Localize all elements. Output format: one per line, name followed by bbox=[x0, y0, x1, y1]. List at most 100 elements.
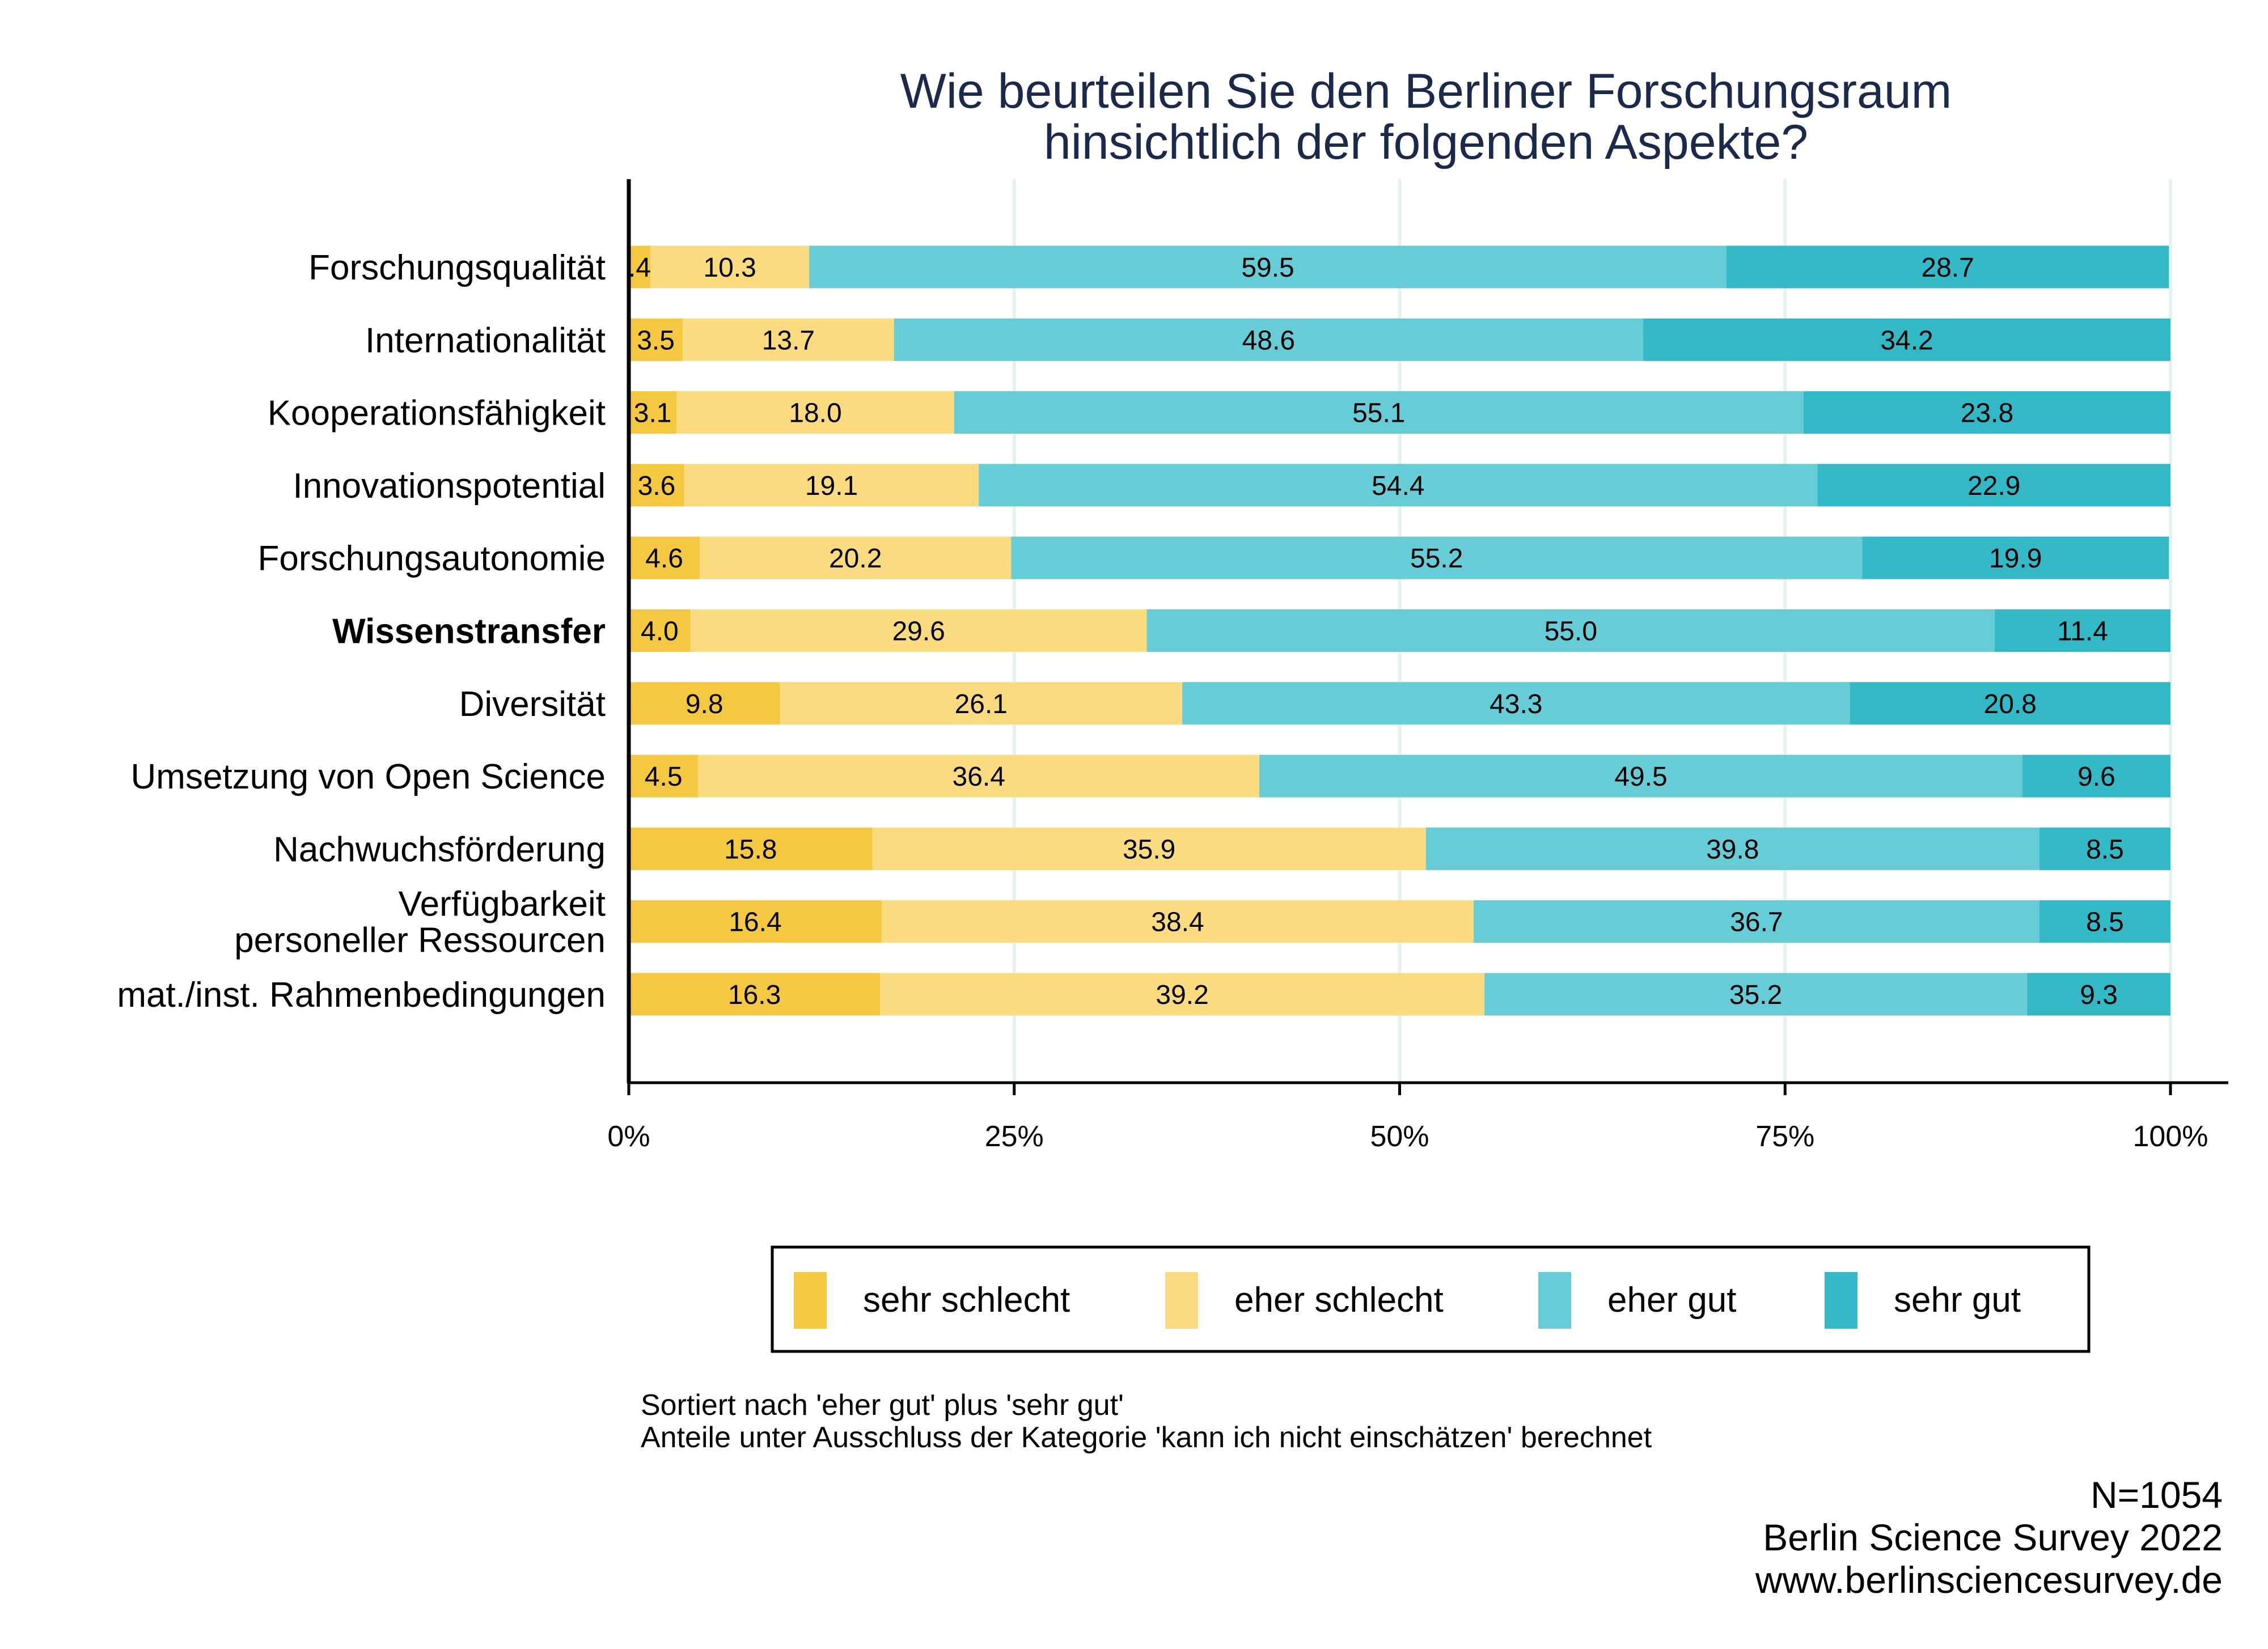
x-tick-label: 100% bbox=[2133, 1120, 2208, 1153]
data-label: 11.4 bbox=[2057, 617, 2108, 647]
category-label: Forschungsqualität bbox=[308, 248, 606, 287]
bar-segment bbox=[629, 900, 882, 943]
category-label: Diversität bbox=[459, 685, 606, 724]
data-label: 18.0 bbox=[789, 399, 841, 429]
bar-segment bbox=[1484, 973, 2028, 1016]
category-labels: Forschungsqualität Internationalität Koope… bbox=[117, 248, 606, 1015]
data-label: 26.1 bbox=[955, 689, 1008, 719]
data-label: 39.2 bbox=[1156, 980, 1208, 1010]
data-label: 59.5 bbox=[1241, 253, 1294, 283]
bar-segment bbox=[629, 754, 699, 798]
bar-segment bbox=[1011, 536, 1863, 579]
data-label: 4.6 bbox=[645, 544, 683, 574]
bar-segment bbox=[894, 318, 1644, 361]
bar-segment bbox=[2027, 973, 2170, 1016]
bar-segment bbox=[676, 391, 954, 434]
data-label: 34.2 bbox=[1880, 325, 1933, 355]
bar-segment bbox=[629, 682, 780, 725]
bar-segment bbox=[880, 973, 1485, 1016]
data-label: 20.8 bbox=[1984, 689, 2037, 719]
data-label: 19.9 bbox=[1989, 544, 2042, 574]
data-label: 15.8 bbox=[724, 834, 777, 864]
bar-segment bbox=[629, 536, 700, 579]
data-label: 22.9 bbox=[1967, 471, 2020, 501]
bar-segment bbox=[629, 318, 683, 361]
data-label: 55.2 bbox=[1410, 544, 1463, 574]
bar-segment bbox=[1425, 827, 2039, 870]
survey-name-label: Berlin Science Survey 2022 bbox=[1763, 1516, 2223, 1558]
data-label: 35.2 bbox=[1729, 980, 1782, 1010]
data-label: 49.5 bbox=[1614, 762, 1667, 792]
category-label: Forschungsautonomie bbox=[258, 539, 606, 578]
data-label: 16.3 bbox=[728, 980, 781, 1010]
bar-segment bbox=[809, 245, 1727, 289]
data-label: 3.5 bbox=[637, 325, 675, 355]
bar-segment bbox=[684, 464, 979, 507]
x-axis-ticks: 0% 25% 50% 75% 100% bbox=[607, 1083, 2208, 1153]
data-label: 16.4 bbox=[729, 908, 781, 938]
bar-segment bbox=[629, 464, 684, 507]
data-label: 35.9 bbox=[1123, 834, 1175, 864]
bar-segment bbox=[2039, 900, 2170, 943]
bar-segment bbox=[1259, 754, 2022, 798]
category-label: Nachwuchsförderung bbox=[273, 830, 606, 869]
legend-swatch bbox=[1165, 1272, 1198, 1329]
x-tick-label: 25% bbox=[985, 1120, 1044, 1153]
bar-segment bbox=[780, 682, 1183, 725]
bar-segment bbox=[683, 318, 894, 361]
bar-segment bbox=[1643, 318, 2170, 361]
category-label: Innovationspotential bbox=[293, 467, 606, 506]
bar-segment bbox=[2039, 827, 2170, 870]
bar-segment bbox=[872, 827, 1426, 870]
data-label: 4.5 bbox=[645, 762, 683, 792]
legend-swatch bbox=[1825, 1272, 1857, 1329]
bar-segment bbox=[629, 391, 677, 434]
data-label: 3.6 bbox=[638, 471, 676, 501]
note-line-2: Anteile unter Ausschluss der Kategorie '… bbox=[641, 1421, 1652, 1454]
data-label: 23.8 bbox=[1961, 399, 2013, 429]
data-label: 20.2 bbox=[829, 544, 882, 574]
category-label: personeller Ressourcen bbox=[234, 921, 606, 960]
bar-segment bbox=[698, 754, 1260, 798]
data-label: 28.7 bbox=[1921, 253, 1974, 283]
data-label: 39.8 bbox=[1706, 834, 1759, 864]
chart-title-line-1: Wie beurteilen Sie den Berliner Forschun… bbox=[900, 64, 1952, 118]
data-label: 8.5 bbox=[2086, 908, 2124, 938]
legend-label: sehr gut bbox=[1894, 1281, 2021, 1320]
note-line-1: Sortiert nach 'eher gut' plus 'sehr gut' bbox=[641, 1389, 1124, 1422]
data-label: 54.4 bbox=[1372, 471, 1424, 501]
bar-segment bbox=[629, 973, 881, 1016]
data-label: 29.6 bbox=[892, 617, 945, 647]
data-label: 9.6 bbox=[2077, 762, 2115, 792]
data-label: 8.5 bbox=[2086, 834, 2124, 864]
bar-segment bbox=[1862, 536, 2169, 579]
bar-segment bbox=[881, 900, 1474, 943]
sample-size-label: N=1054 bbox=[2091, 1474, 2223, 1516]
bar-segment bbox=[690, 609, 1147, 652]
data-label: 9.8 bbox=[686, 689, 723, 719]
bars: .4 10.3 59.5 28.7 3.5 13.7 48.6 34.2 3.1 18.0 55.1… bbox=[628, 245, 2170, 1016]
legend-label: sehr schlecht bbox=[863, 1281, 1070, 1320]
bar-segment bbox=[1146, 609, 1995, 652]
category-label: Umsetzung von Open Science bbox=[131, 757, 606, 796]
category-label: mat./inst. Rahmenbedingungen bbox=[117, 976, 606, 1015]
data-label: .4 bbox=[628, 253, 651, 283]
x-tick-label: 75% bbox=[1755, 1120, 1814, 1153]
bar-segment bbox=[629, 245, 651, 289]
bar-segment bbox=[1850, 682, 2170, 725]
bar-segment bbox=[1726, 245, 2169, 289]
data-label: 36.4 bbox=[953, 762, 1005, 792]
chart-title-line-2: hinsichtlich der folgenden Aspekte? bbox=[1044, 115, 1808, 169]
data-label: 4.0 bbox=[641, 617, 679, 647]
data-label: 43.3 bbox=[1490, 689, 1542, 719]
category-label: Wissenstransfer bbox=[332, 612, 606, 651]
category-label: Kooperationsfähigkeit bbox=[268, 394, 606, 433]
category-label: Internationalität bbox=[365, 321, 606, 360]
data-label: 48.6 bbox=[1242, 325, 1295, 355]
bar-segment bbox=[1803, 391, 2170, 434]
legend-swatch bbox=[1538, 1272, 1571, 1329]
bar-segment bbox=[700, 536, 1012, 579]
bar-segment bbox=[954, 391, 1804, 434]
data-label: 55.1 bbox=[1352, 399, 1405, 429]
